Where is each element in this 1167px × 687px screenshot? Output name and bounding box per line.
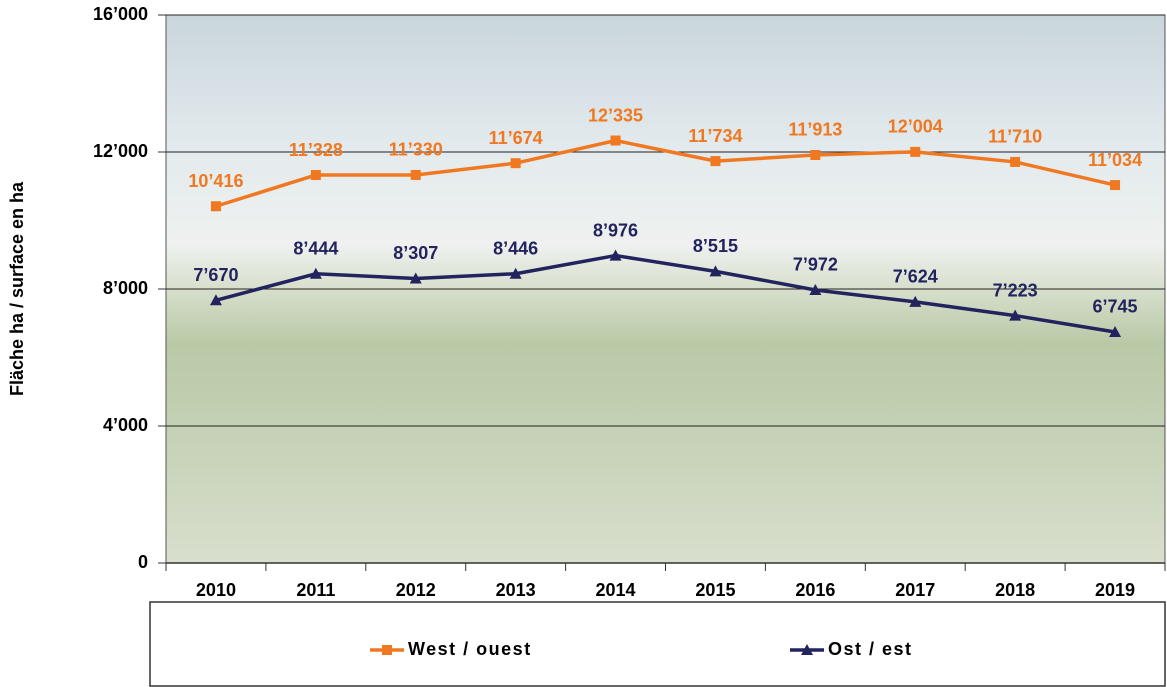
x-tick-label: 2012: [396, 580, 436, 600]
y-axis-label: Fläche ha / surface en ha: [7, 181, 27, 396]
data-label: 11’710: [988, 127, 1042, 147]
y-tick-label: 0: [138, 552, 148, 572]
point: [410, 169, 421, 180]
data-label: 7’624: [893, 267, 938, 287]
series-line: [215, 138, 1116, 208]
point: [210, 201, 221, 212]
point: [409, 272, 422, 284]
y-tick-label: 16’000: [93, 4, 148, 24]
point: [909, 295, 922, 307]
point: [810, 149, 821, 160]
y-tick-label: 12’000: [93, 141, 148, 161]
x-tick-label: 2013: [496, 580, 536, 600]
data-label: 8’444: [293, 239, 338, 259]
point: [310, 170, 321, 181]
point: [309, 267, 322, 279]
point: [509, 267, 522, 279]
point: [1010, 156, 1021, 167]
series-line: [215, 253, 1116, 334]
x-tick-label: 2014: [596, 580, 636, 600]
x-tick-label: 2015: [695, 580, 735, 600]
data-label: 8’446: [493, 238, 538, 258]
x-tick-label: 2018: [995, 580, 1035, 600]
legend-label: West / ouest: [408, 639, 532, 659]
data-label: 7’223: [993, 280, 1038, 300]
data-label: 11’328: [289, 140, 343, 160]
legend-marker: [382, 645, 392, 655]
data-label: 12’004: [888, 117, 943, 137]
x-tick-label: 2016: [795, 580, 835, 600]
data-label: 12’335: [588, 105, 643, 125]
y-tick-label: 8’000: [103, 278, 148, 298]
x-tick-label: 2011: [296, 580, 335, 600]
x-tick-label: 2010: [196, 580, 236, 600]
legend-marker: [801, 644, 813, 655]
x-tick-label: 2017: [895, 580, 935, 600]
data-label: 8’976: [593, 220, 638, 240]
point: [1009, 309, 1022, 321]
data-label: 11’913: [788, 120, 842, 140]
point: [710, 156, 721, 167]
data-label: 6’745: [1093, 297, 1138, 317]
data-label: 11’330: [389, 140, 443, 160]
point: [609, 249, 622, 261]
legend-label: Ost / est: [828, 639, 913, 659]
data-label: 7’972: [793, 255, 838, 275]
point: [209, 294, 222, 306]
data-label: 7’670: [193, 265, 238, 285]
point: [1109, 325, 1122, 337]
data-label: 8’307: [393, 243, 438, 263]
legend-box: [149, 601, 1166, 687]
data-label: 8’515: [693, 236, 738, 256]
point: [510, 158, 521, 169]
point: [910, 146, 921, 157]
point: [809, 283, 822, 295]
data-label: 11’734: [688, 126, 742, 146]
data-label: 11’034: [1088, 150, 1142, 170]
point: [610, 135, 621, 146]
x-tick-label: 2019: [1095, 580, 1135, 600]
point: [709, 265, 722, 277]
point: [1110, 180, 1121, 191]
data-label: 11’674: [489, 128, 543, 148]
data-label: 10’416: [188, 171, 243, 191]
y-tick-label: 4’000: [103, 415, 148, 435]
